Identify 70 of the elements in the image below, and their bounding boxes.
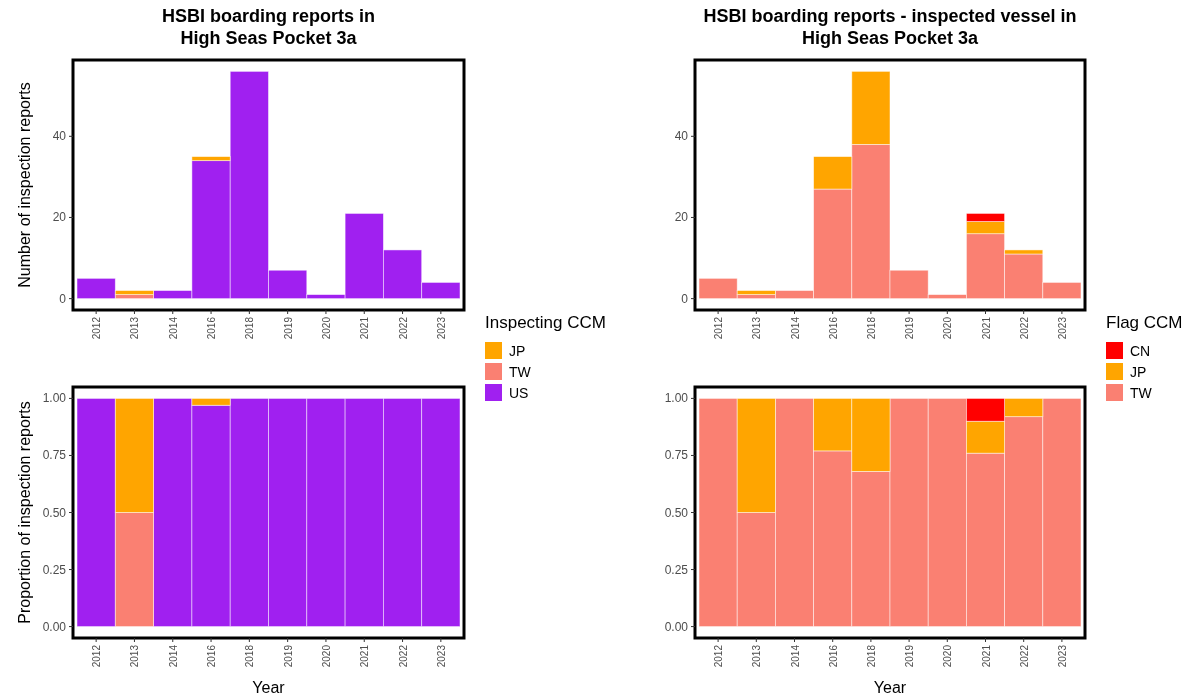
x-tick-label: 2014 — [789, 644, 801, 668]
y-axis-title: Proportion of inspection reports — [16, 401, 33, 624]
legend-label: US — [509, 385, 529, 401]
x-tick-label: 2022 — [397, 644, 409, 668]
x-tick-label: 2016 — [206, 316, 218, 340]
x-tick-label: 2021 — [359, 644, 371, 668]
y-tick-label: 1.00 — [664, 391, 689, 406]
x-tick-label: 2013 — [129, 644, 141, 668]
x-axis-title: Year — [873, 679, 907, 696]
x-tick-label: 2012 — [91, 644, 103, 668]
x-tick-label: 2012 — [713, 316, 725, 340]
x-tick-label: 2016 — [827, 316, 839, 340]
y-tick-label: 0 — [681, 291, 689, 306]
y-tick-label: 0.50 — [42, 505, 67, 520]
x-tick-label: 2014 — [789, 316, 801, 340]
x-tick-label: 2018 — [865, 316, 877, 340]
x-tick-label: 2016 — [827, 644, 839, 668]
x-tick-label: 2014 — [167, 316, 179, 340]
x-tick-label: 2020 — [942, 316, 954, 340]
x-tick-label: 2019 — [904, 644, 916, 668]
y-tick-label: 0.00 — [42, 619, 67, 634]
x-tick-label: 2022 — [397, 316, 409, 340]
x-tick-label: 2020 — [942, 644, 954, 668]
x-tick-label: 2014 — [167, 644, 179, 668]
legend-label: CN — [1130, 343, 1151, 359]
x-tick-label: 2013 — [129, 316, 141, 340]
x-tick-label: 2012 — [713, 644, 725, 668]
x-axis-title: Year — [252, 679, 286, 696]
x-tick-label: 2018 — [865, 644, 877, 668]
x-tick-label: 2012 — [91, 316, 103, 340]
x-tick-label: 2019 — [282, 316, 294, 340]
y-axis-title: Number of inspection reports — [16, 82, 33, 288]
x-tick-label: 2018 — [244, 644, 256, 668]
legend-label: TW — [1130, 385, 1153, 401]
y-tick-label: 40 — [52, 129, 67, 144]
legend-title: Flag CCM — [1106, 313, 1183, 332]
y-tick-label: 0 — [59, 291, 67, 306]
y-tick-label: 0.00 — [664, 619, 689, 634]
y-tick-label: 0.50 — [664, 505, 689, 520]
x-tick-label: 2023 — [1056, 316, 1068, 340]
x-tick-label: 2020 — [320, 644, 332, 668]
x-tick-label: 2019 — [282, 644, 294, 668]
x-tick-label: 2013 — [751, 644, 763, 668]
x-tick-label: 2021 — [359, 316, 371, 340]
x-tick-label: 2023 — [1056, 644, 1068, 668]
y-tick-label: 20 — [52, 210, 67, 225]
x-tick-label: 2019 — [904, 316, 916, 340]
x-tick-label: 2023 — [435, 316, 447, 340]
x-tick-label: 2022 — [1018, 316, 1030, 340]
chart-title: HSBI boarding reports in High Seas Pocket 3a — [161, 6, 376, 48]
legend-label: JP — [509, 343, 526, 359]
y-tick-label: 1.00 — [42, 391, 67, 406]
x-tick-label: 2023 — [435, 644, 447, 668]
y-tick-label: 40 — [674, 129, 689, 144]
x-tick-label: 2013 — [751, 316, 763, 340]
x-tick-label: 2022 — [1018, 644, 1030, 668]
y-tick-label: 0.25 — [664, 562, 689, 577]
x-tick-label: 2016 — [206, 644, 218, 668]
legend-label: JP — [1130, 364, 1147, 380]
x-tick-label: 2021 — [980, 316, 992, 340]
legend-label: TW — [509, 364, 532, 380]
y-tick-label: 0.75 — [42, 448, 67, 463]
chart-title: HSBI boarding reports - inspected vessel in High Seas Pocket 3a — [703, 6, 1077, 48]
y-tick-label: 20 — [674, 210, 689, 225]
y-tick-label: 0.75 — [664, 448, 689, 463]
x-tick-label: 2020 — [320, 316, 332, 340]
x-tick-label: 2018 — [244, 316, 256, 340]
x-tick-label: 2021 — [980, 644, 992, 668]
y-tick-label: 0.25 — [42, 562, 67, 577]
legend-title: Inspecting CCM — [485, 313, 606, 332]
